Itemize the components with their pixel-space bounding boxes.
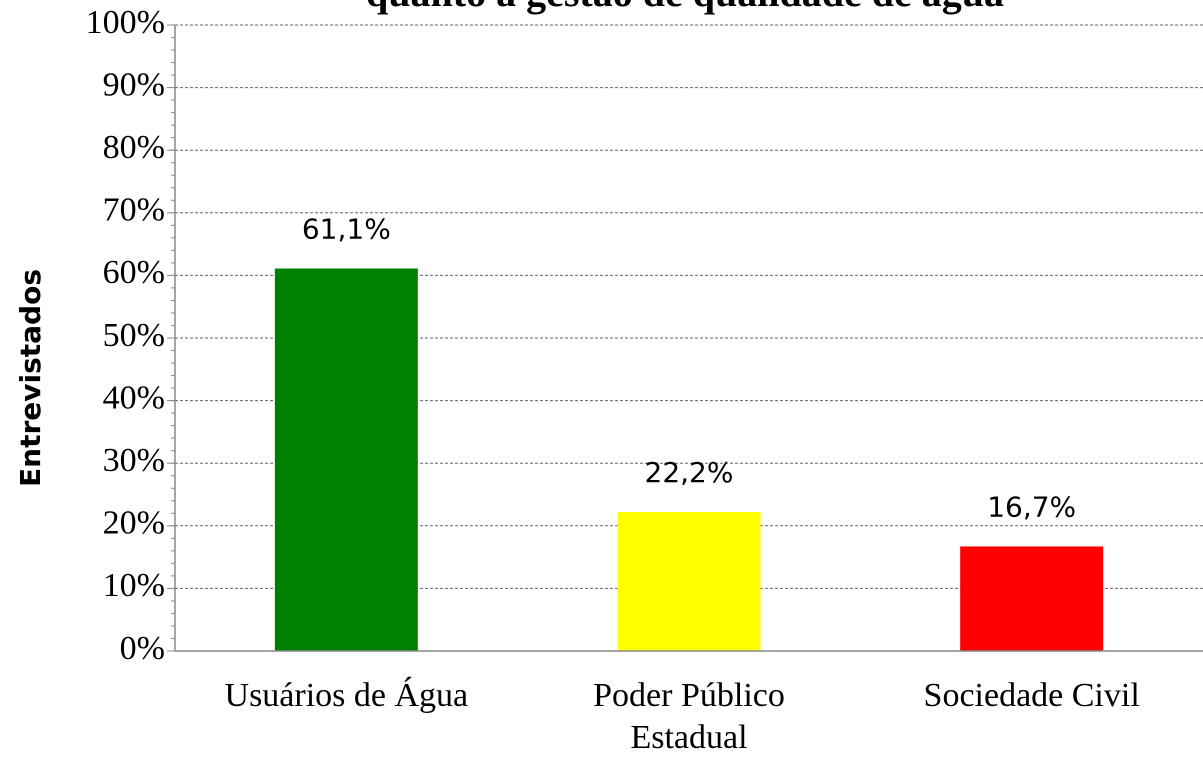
bar — [960, 546, 1104, 651]
x-tick-label: Usuários de Água — [224, 677, 469, 714]
x-tick-label: Sociedade Civil — [923, 677, 1140, 714]
y-tick-label: 60% — [103, 254, 165, 291]
y-tick-label: 20% — [103, 505, 165, 542]
y-tick-label: 10% — [103, 567, 165, 604]
y-tick-label: 50% — [103, 317, 165, 354]
y-tick-label: 30% — [103, 442, 165, 479]
y-axis-label: Entrevistados — [14, 269, 47, 487]
y-tick-label: 90% — [103, 66, 165, 103]
chart-title: quanto a gestão de qualidade de água — [366, 0, 1004, 15]
y-tick-label: 0% — [120, 630, 165, 667]
y-tick-label: 100% — [86, 4, 165, 41]
y-tick-label: 70% — [103, 192, 165, 229]
x-tick-label: Poder Público Estadual — [593, 677, 785, 756]
y-tick-label: 40% — [103, 379, 165, 416]
value-label: 16,7% — [987, 490, 1076, 523]
value-label: 22,2% — [645, 456, 734, 489]
value-label: 61,1% — [302, 213, 391, 246]
bar — [274, 268, 418, 651]
y-tick-label: 80% — [103, 129, 165, 166]
bar — [617, 512, 761, 651]
